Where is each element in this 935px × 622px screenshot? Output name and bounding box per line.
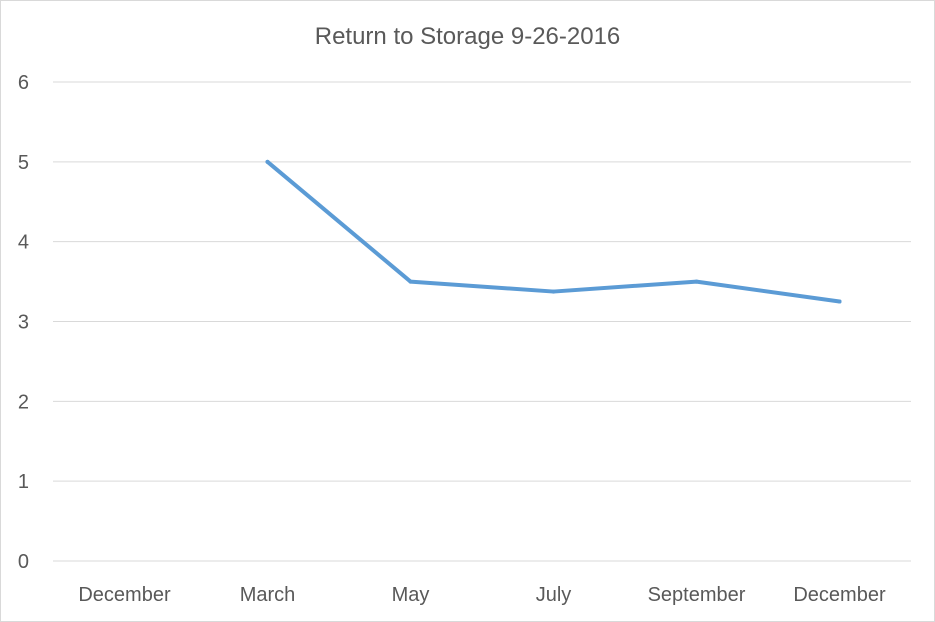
x-tick-label: December (793, 584, 886, 606)
y-tick-label: 1 (18, 471, 29, 493)
y-axis-tick-labels: 0 1 2 3 4 5 6 (18, 72, 29, 573)
series-line-0 (265, 159, 842, 304)
x-tick-label: December (78, 584, 171, 606)
y-tick-label: 3 (18, 312, 29, 334)
x-tick-label: March (240, 584, 296, 606)
data-point (694, 279, 699, 284)
data-point (408, 279, 413, 284)
x-tick-label: May (392, 584, 430, 606)
data-point (265, 159, 270, 164)
y-tick-label: 5 (18, 152, 29, 174)
data-point (837, 299, 842, 304)
x-tick-label: July (536, 584, 572, 606)
y-tick-label: 0 (18, 551, 29, 573)
chart-title: Return to Storage 9-26-2016 (314, 23, 621, 50)
y-tick-label: 6 (18, 72, 29, 94)
x-axis-tick-labels: December March May July September December (78, 584, 886, 606)
y-tick-label: 2 (18, 391, 29, 413)
series-layer (265, 159, 842, 304)
gridlines (53, 81, 911, 562)
data-point (551, 289, 556, 294)
x-tick-label: September (648, 584, 746, 606)
y-tick-label: 4 (18, 232, 29, 254)
